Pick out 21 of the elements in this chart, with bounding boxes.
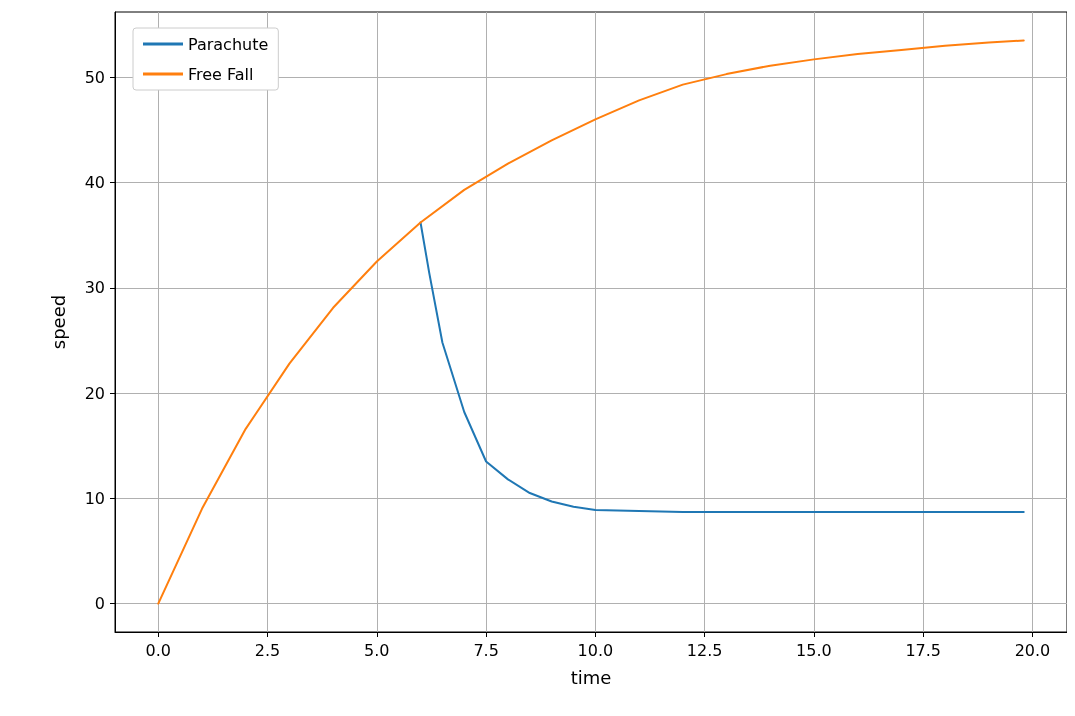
x-tick-label: 7.5 [473, 640, 499, 660]
x-tick-label: 17.5 [905, 640, 942, 660]
x-tick-label: 10.0 [577, 640, 614, 660]
y-tick-label: 20 [84, 383, 105, 403]
x-tick-label: 2.5 [254, 640, 281, 660]
y-axis-title: speed [47, 294, 69, 350]
x-tick-label: 12.5 [686, 640, 723, 660]
x-tick-label: 0.0 [145, 640, 171, 660]
legend-label: Free Fall [188, 64, 254, 84]
x-tick-label: 5.0 [364, 640, 390, 660]
y-tick-label: 30 [84, 278, 105, 298]
y-tick-label: 10 [84, 488, 105, 508]
x-tick-label: 15.0 [796, 640, 832, 660]
x-axis-title: time [570, 666, 612, 688]
legend-label: Parachute [188, 34, 269, 54]
y-tick-label: 0 [94, 594, 105, 614]
y-tick-label: 40 [84, 173, 105, 193]
y-tick-label: 50 [84, 67, 105, 87]
x-tick-label: 20.0 [1014, 640, 1051, 660]
line-series [419, 221, 1025, 513]
line-series [157, 39, 1025, 605]
